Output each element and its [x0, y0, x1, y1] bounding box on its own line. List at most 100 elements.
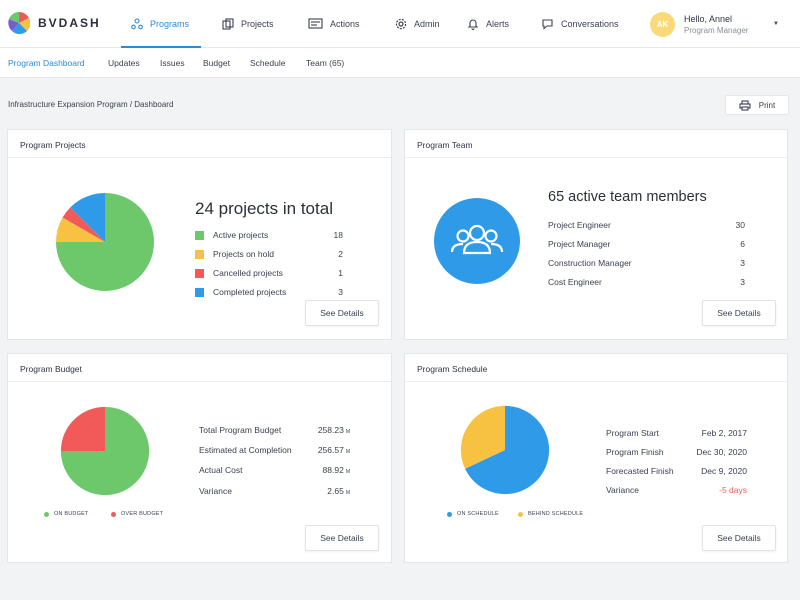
bell-icon	[467, 19, 479, 30]
nav-programs[interactable]: Programs	[120, 0, 202, 48]
card-title: Program Schedule	[405, 354, 787, 382]
nav-programs-label: Programs	[150, 19, 190, 29]
program-team-card: Program Team 65 active team members Proj…	[404, 129, 788, 340]
budget-row-label: Actual Cost	[199, 465, 243, 475]
legend-item: Projects on hold	[195, 249, 274, 259]
actions-icon	[308, 18, 323, 29]
schedule-row-label: Forecasted Finish	[606, 466, 674, 476]
schedule-variance-value: -5 days	[719, 485, 747, 495]
schedule-pie-chart	[460, 405, 550, 495]
nav-alerts[interactable]: Alerts	[467, 0, 509, 48]
user-greeting: Hello, Annel	[684, 13, 733, 24]
nav-projects-label: Projects	[241, 19, 274, 29]
program-projects-card: Program Projects 24 projects in total Ac…	[7, 129, 392, 340]
schedule-row-value: Feb 2, 2017	[701, 428, 747, 438]
projects-headline: 24 projects in total	[195, 199, 333, 218]
nav-actions-label: Actions	[330, 19, 360, 29]
legend-item: ON SCHEDULE	[447, 511, 499, 517]
nav-admin-label: Admin	[414, 19, 440, 29]
see-details-button[interactable]: See Details	[305, 300, 379, 326]
legend-value: 2	[338, 249, 343, 259]
see-details-button[interactable]: See Details	[305, 525, 379, 551]
top-navigation-bar: BVDASH Programs Projects Actions Admin A…	[0, 0, 800, 48]
projects-icon	[222, 18, 234, 30]
schedule-row-label: Program Start	[606, 428, 659, 438]
legend-label: Completed projects	[213, 287, 287, 297]
budget-row-value: 258.23 M	[317, 425, 350, 435]
nav-conversations[interactable]: Conversations	[541, 0, 619, 48]
legend-value: 1	[338, 268, 343, 278]
schedule-row-value: Dec 30, 2020	[696, 447, 747, 457]
schedule-row-label: Variance	[606, 485, 639, 495]
budget-row-label: Total Program Budget	[199, 425, 282, 435]
yellow-swatch	[195, 249, 204, 259]
tab-team[interactable]: Team (65)	[306, 58, 345, 68]
team-role-count: 6	[740, 239, 745, 249]
team-role-count: 3	[740, 277, 745, 287]
tab-schedule[interactable]: Schedule	[250, 58, 286, 68]
projects-slice	[70, 193, 105, 242]
legend-item: ON BUDGET	[44, 511, 89, 517]
legend-label: OVER BUDGET	[121, 511, 164, 517]
legend-item: Active projects	[195, 230, 268, 240]
legend-label: Projects on hold	[213, 249, 274, 259]
team-headline: 65 active team members	[548, 189, 707, 205]
tab-issues[interactable]: Issues	[160, 58, 185, 68]
budget-row-label: Variance	[199, 486, 232, 496]
app-logo[interactable]: BVDASH	[8, 12, 101, 34]
user-role: Program Manager	[684, 25, 749, 35]
tab-program-dashboard[interactable]: Program Dashboard	[8, 58, 85, 68]
legend-label: ON BUDGET	[54, 511, 89, 517]
see-details-button[interactable]: See Details	[702, 525, 776, 551]
legend-label: Cancelled projects	[213, 268, 283, 278]
program-schedule-card: Program Schedule ON SCHEDULE BEHIND SCHE…	[404, 353, 788, 563]
card-title: Program Budget	[8, 354, 391, 382]
green-dot	[44, 511, 49, 517]
nav-alerts-label: Alerts	[486, 19, 510, 29]
print-button[interactable]: Print	[725, 95, 789, 115]
logo-icon	[8, 12, 30, 34]
legend-value: 18	[333, 230, 343, 240]
legend-item: BEHIND SCHEDULE	[518, 511, 583, 517]
print-label: Print	[758, 100, 776, 110]
team-role-count: 30	[735, 220, 745, 230]
nav-actions[interactable]: Actions	[308, 0, 360, 48]
projects-slice	[62, 207, 105, 242]
team-icon	[434, 198, 520, 284]
legend-item: OVER BUDGET	[111, 511, 163, 517]
nav-conversations-label: Conversations	[561, 19, 619, 29]
team-role-label: Construction Manager	[548, 258, 632, 268]
tab-updates[interactable]: Updates	[108, 58, 140, 68]
user-menu[interactable]: AK Hello, Annel Program Manager ▼	[650, 12, 779, 37]
programs-icon	[131, 18, 143, 30]
card-title: Program Team	[405, 130, 787, 158]
legend-item: Cancelled projects	[195, 268, 283, 278]
projects-pie-chart	[56, 193, 154, 291]
blue-swatch	[195, 287, 204, 297]
budget-row-value: 2.65 M	[327, 486, 350, 496]
gear-icon	[395, 18, 407, 30]
legend-label: Active projects	[213, 230, 269, 240]
schedule-row-label: Program Finish	[606, 447, 664, 457]
budget-row-label: Estimated at Completion	[199, 445, 292, 455]
tab-budget[interactable]: Budget	[203, 58, 230, 68]
app-name: BVDASH	[38, 16, 101, 30]
blue-dot	[447, 511, 452, 517]
budget-slice	[60, 406, 150, 496]
chat-icon	[542, 19, 553, 30]
nav-projects[interactable]: Projects	[222, 0, 274, 48]
nav-admin[interactable]: Admin	[395, 0, 440, 48]
team-role-label: Cost Engineer	[548, 277, 602, 287]
budget-row-value: 256.57 M	[317, 445, 350, 455]
program-budget-card: Program Budget ON BUDGET OVER BUDGET Tot…	[7, 353, 392, 563]
budget-row-value: 88.92 M	[322, 465, 350, 475]
yellow-dot	[518, 511, 523, 517]
schedule-row-value: Dec 9, 2020	[701, 466, 747, 476]
green-swatch	[195, 230, 204, 240]
chevron-down-icon[interactable]: ▼	[773, 21, 779, 27]
see-details-button[interactable]: See Details	[702, 300, 776, 326]
card-title: Program Projects	[8, 130, 391, 158]
budget-slice	[60, 406, 105, 451]
team-role-count: 3	[740, 258, 745, 268]
legend-label: BEHIND SCHEDULE	[528, 511, 584, 517]
